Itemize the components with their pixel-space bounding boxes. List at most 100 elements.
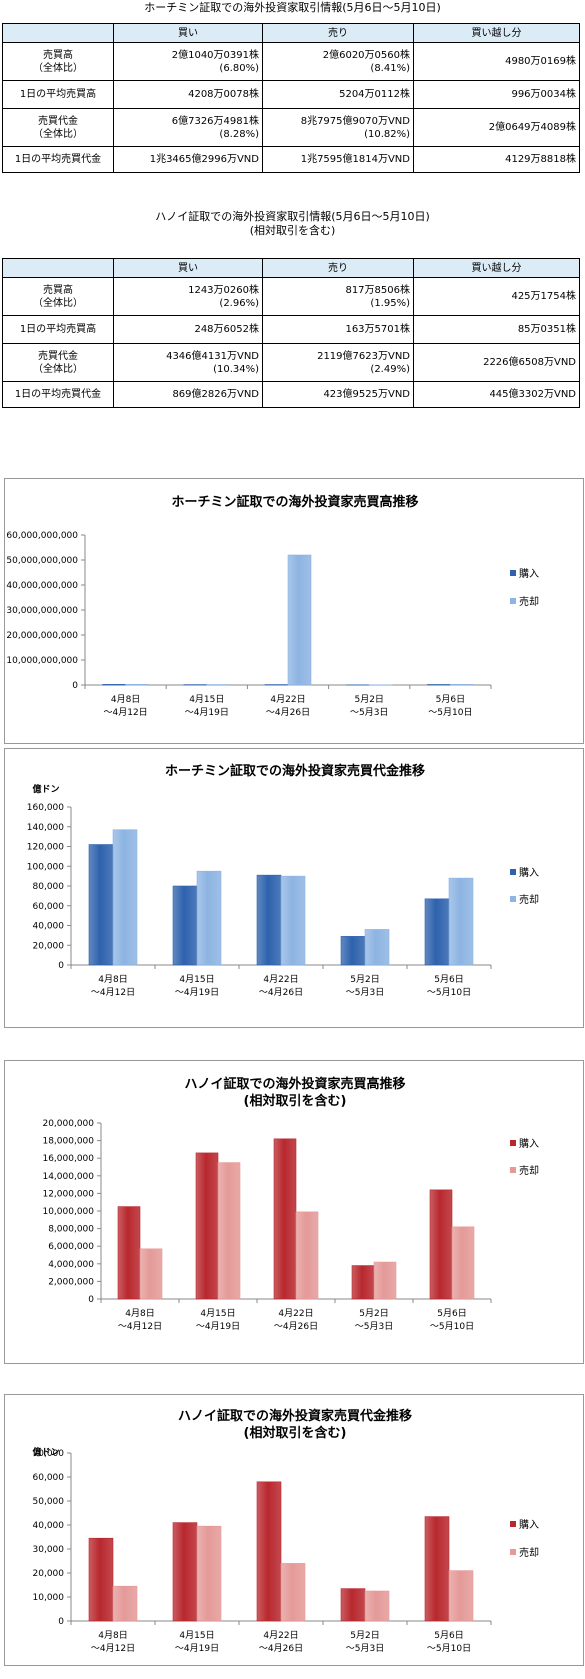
cell-sell-text: (8.41%) xyxy=(370,62,410,74)
x-tick-label: 4月15日 xyxy=(189,694,224,705)
y-tick-label: 140,000 xyxy=(27,823,64,833)
y-tick-label: 14,000,000 xyxy=(42,1172,94,1182)
cell-buy-text: (2.96%) xyxy=(219,297,259,309)
cell-sell: 423億9525万VND xyxy=(262,381,414,408)
row-label-text: 売買高 xyxy=(43,284,73,296)
y-tick-label: 0 xyxy=(58,961,64,971)
cell-net: 85万0351株 xyxy=(413,315,580,344)
header-sell: 売り xyxy=(262,258,414,278)
bar-buy xyxy=(195,1152,219,1300)
cell-buy-text: (10.34%) xyxy=(213,363,259,375)
legend-swatch xyxy=(510,869,516,875)
row-label: 1日の平均売買高 xyxy=(2,80,114,109)
legend-label: 購入 xyxy=(519,1137,539,1150)
cell-net: 445億3302万VND xyxy=(413,381,580,408)
cell-sell-text: 423億9525万VND xyxy=(323,389,410,400)
x-tick-label: 〜4月12日 xyxy=(104,707,148,718)
cell-sell: 163万5701株 xyxy=(262,315,414,344)
cell-sell: 8兆7975億9070万VND (10.82%) xyxy=(262,108,414,147)
row-label: 売買代金 （全体比） xyxy=(2,343,114,382)
chart-title: ホーチミン証取での海外投資家売買高推移 xyxy=(171,494,418,510)
bar-sell xyxy=(448,877,474,966)
row-label: 売買高 （全体比） xyxy=(2,277,114,316)
header-blank xyxy=(2,23,114,43)
x-tick-label: 4月8日 xyxy=(98,974,127,985)
cell-buy-text: 869億2826万VND xyxy=(172,389,259,400)
cell-sell-text: 2億6020万0560株 xyxy=(322,49,410,61)
hanoi-value-chart: ハノイ証取での海外投資家売買代金推移 (相対取引を含む) 億ドン 0 10,000 20,… xyxy=(4,1394,584,1666)
cell-net: 425万1754株 xyxy=(413,277,580,316)
legend-label: 売却 xyxy=(519,595,539,608)
y-tick-label: 50,000,000,000 xyxy=(6,556,78,566)
legend-label: 購入 xyxy=(519,567,539,580)
bar-buy xyxy=(172,1522,198,1622)
cell-buy-text: 2億1040万0391株 xyxy=(171,49,259,61)
legend-swatch xyxy=(510,598,516,604)
x-tick-label: 〜5月10日 xyxy=(427,987,471,998)
y-tick-label: 2,000,000 xyxy=(48,1277,94,1287)
hanoi-volume-chart: ハノイ証取での海外投資家売買高推移 (相対取引を含む) 0 2,000,000 4,00… xyxy=(4,1060,584,1364)
x-tick-label: 〜4月26日 xyxy=(266,707,310,718)
y-tick-label: 40,000,000,000 xyxy=(6,581,78,591)
cell-buy: 4346億4131万VND (10.34%) xyxy=(113,343,263,382)
bar-buy xyxy=(117,1206,141,1300)
bar-sell xyxy=(125,684,149,686)
x-tick-label: 〜4月26日 xyxy=(259,987,303,998)
y-tick-label: 12,000,000 xyxy=(42,1189,94,1199)
x-tick-label: 5月2日 xyxy=(350,1630,379,1641)
row-label-text: 売買代金 xyxy=(38,350,78,362)
cell-net-text: 85万0351株 xyxy=(517,324,576,335)
bar-buy xyxy=(340,1588,366,1622)
x-tick-label: 〜4月19日 xyxy=(175,987,219,998)
y-tick-label: 20,000,000,000 xyxy=(6,631,78,641)
y-tick-label: 20,000 xyxy=(33,1569,65,1579)
y-tick-label: 4,000,000 xyxy=(48,1260,94,1270)
cell-net-text: 4980万0169株 xyxy=(505,56,576,67)
x-tick-label: 〜4月12日 xyxy=(91,1643,135,1654)
hcm-value-chart: ホーチミン証取での海外投資家売買代金推移 億ドン 0 20,000 40,000 60,0… xyxy=(4,748,584,1028)
x-tick-label: 〜4月12日 xyxy=(91,987,135,998)
cell-net-text: 2226億6508万VND xyxy=(483,357,576,368)
x-tick-label: 〜5月10日 xyxy=(430,1321,474,1332)
bar-sell xyxy=(112,829,138,966)
x-tick-label: 4月22日 xyxy=(263,1630,298,1641)
cell-sell-text: 817万8506株 xyxy=(345,284,410,296)
bar-sell xyxy=(112,1585,138,1622)
x-tick-label: 〜4月26日 xyxy=(259,1643,303,1654)
cell-buy-text: 1兆3465億2996万VND xyxy=(149,154,259,165)
bar-sell xyxy=(280,1563,306,1622)
legend-label: 売却 xyxy=(519,1164,539,1177)
x-tick-label: 〜4月19日 xyxy=(185,707,229,718)
table-row: 売買代金 （全体比） 6億7326万4981株 (8.28%) 8兆7975億9070万… xyxy=(2,108,580,147)
x-tick-label: 〜5月10日 xyxy=(428,707,472,718)
y-tick-label: 20,000 xyxy=(33,941,65,951)
bar-buy xyxy=(172,885,198,966)
legend-swatch xyxy=(510,570,516,576)
x-tick-label: 4月8日 xyxy=(98,1630,127,1641)
x-tick-label: 4月22日 xyxy=(278,1308,313,1319)
hanoi-table-title: ハノイ証取での海外投資家取引情報(5月6日〜5月10日) xyxy=(155,210,430,223)
cell-net-text: 425万1754株 xyxy=(511,291,576,302)
bar-buy xyxy=(256,1481,282,1622)
bar-sell xyxy=(217,1162,241,1300)
legend-label: 売却 xyxy=(519,1546,539,1559)
x-tick-label: 〜4月26日 xyxy=(274,1321,318,1332)
legend-swatch xyxy=(510,1140,516,1146)
x-tick-label: 〜4月19日 xyxy=(196,1321,240,1332)
row-label-text: （全体比） xyxy=(33,62,83,74)
row-label: 1日の平均売買高 xyxy=(2,315,114,344)
bar-sell xyxy=(295,1211,319,1300)
x-tick-label: 4月22日 xyxy=(270,694,305,705)
cell-sell: 1兆7595億1814万VND xyxy=(262,146,414,173)
header-sell: 売り xyxy=(262,23,414,43)
cell-sell: 817万8506株 (1.95%) xyxy=(262,277,414,316)
bar-buy xyxy=(424,1516,450,1622)
cell-buy-text: (8.28%) xyxy=(219,128,259,140)
hanoi-volume-chart-svg: ハノイ証取での海外投資家売買高推移(相対取引を含む) 0 2,000,000 4,00… xyxy=(42,1076,539,1332)
header-net: 買い越し分 xyxy=(413,258,580,278)
x-tick-label: 〜4月19日 xyxy=(175,1643,219,1654)
cell-net-text: 445億3302万VND xyxy=(489,389,576,400)
bar-sell xyxy=(364,929,390,966)
x-tick-label: 5月6日 xyxy=(434,1630,463,1641)
